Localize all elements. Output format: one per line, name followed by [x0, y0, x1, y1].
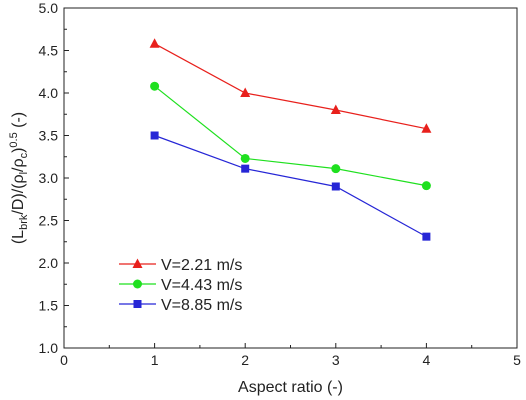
y-tick-label: 5.0: [39, 0, 59, 16]
series-line: [154, 134, 427, 238]
y-tick-label: 1.0: [39, 340, 59, 356]
data-point: [149, 38, 160, 48]
y-tick-label: 4.5: [39, 43, 59, 59]
y-tick-label: 3.5: [39, 128, 59, 144]
data-point: [331, 164, 341, 174]
y-axis-label-part: brk: [18, 214, 30, 230]
legend-item: V=8.85 m/s: [119, 297, 242, 314]
y-axis-label: (Lbrk/D)/(ρl/ρc)0.5 (-): [8, 112, 30, 244]
data-series: [149, 38, 432, 241]
legend-label: V=8.85 m/s: [161, 297, 242, 314]
y-axis-label-part: /D)/(ρ: [10, 174, 27, 214]
y-tick-label: 3.0: [39, 170, 59, 186]
series-line: [154, 85, 427, 187]
series-line: [154, 43, 427, 130]
y-axis-label-part: c: [18, 152, 30, 158]
legend-marker: [133, 279, 142, 289]
data-point: [421, 123, 432, 133]
y-axis-label-part: l: [18, 172, 30, 174]
data-point: [422, 232, 431, 241]
data-point: [330, 104, 341, 114]
x-tick-label: 3: [332, 352, 340, 368]
y-tick-label: 2.0: [39, 255, 59, 271]
y-tick-label: 2.5: [39, 213, 59, 229]
legend-item: V=4.43 m/s: [119, 277, 242, 294]
legend-label: V=4.43 m/s: [161, 277, 242, 294]
x-axis-label: Aspect ratio (-): [238, 379, 343, 396]
y-axis-label-part: ): [10, 148, 27, 153]
x-tick-label: 2: [241, 352, 249, 368]
data-point: [150, 81, 160, 91]
x-tick-label: 0: [60, 352, 68, 368]
x-tick-label: 1: [151, 352, 159, 368]
data-point: [240, 87, 251, 97]
x-tick-label: 4: [423, 352, 431, 368]
y-tick-label: 4.0: [39, 85, 59, 101]
axis-ticks: 0 1 2 3 4 5 1.0 1.5 2.0 2.5 3.0 3.5 4.0 4.5 5.0: [39, 0, 522, 368]
data-point: [331, 182, 340, 191]
y-axis-label-part: (-): [10, 112, 27, 132]
series-2: [150, 81, 431, 191]
data-point: [421, 181, 431, 191]
legend-label: V=2.21 m/s: [161, 257, 242, 274]
series-3: [150, 131, 431, 241]
y-axis-label-part: 0.5: [8, 132, 20, 147]
y-axis-label-part: (L: [10, 230, 27, 244]
data-point: [240, 153, 250, 163]
legend-marker: [132, 258, 143, 268]
legend-marker: [133, 300, 142, 308]
data-point: [150, 131, 159, 140]
y-tick-label: 1.5: [39, 298, 59, 314]
legend-item: V=2.21 m/s: [119, 257, 242, 274]
series-1: [149, 38, 432, 133]
x-tick-label: 5: [513, 352, 521, 368]
legend: V=2.21 m/s V=4.43 m/s V=8.85 m/s: [119, 257, 242, 314]
y-axis-label-part: /ρ: [10, 158, 27, 172]
data-point: [241, 164, 250, 173]
